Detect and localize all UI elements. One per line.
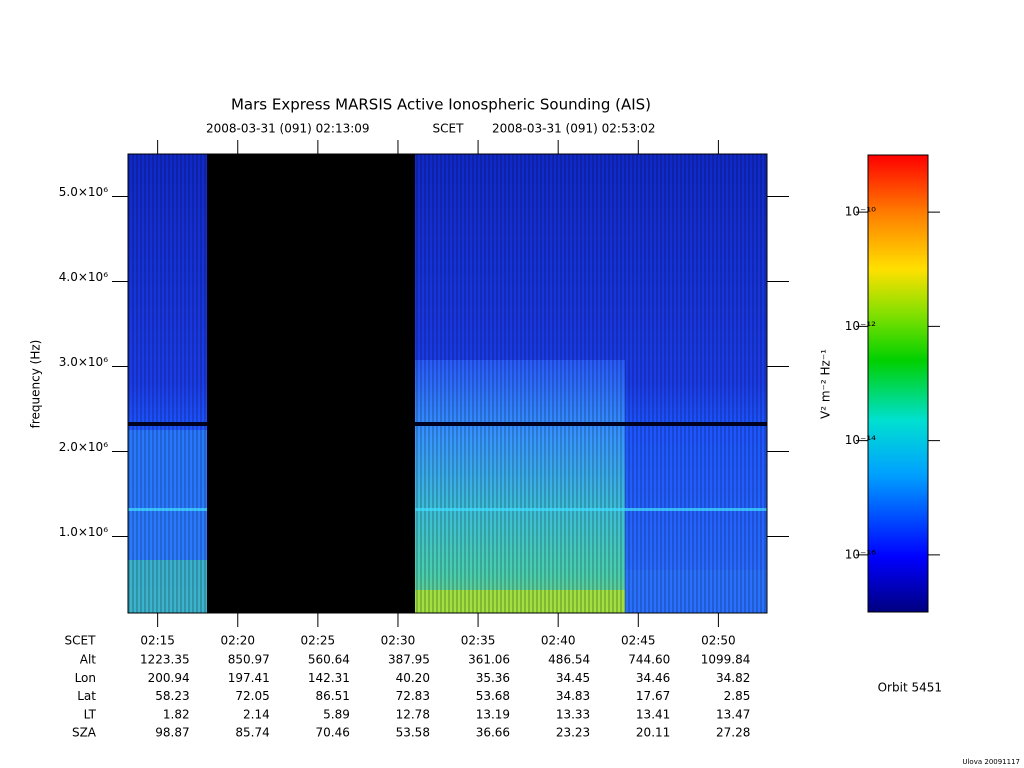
ephemeris-value: 72.05 bbox=[235, 689, 269, 703]
ephemeris-value: 1099.84 bbox=[701, 653, 751, 667]
ephemeris-value: 34.45 bbox=[556, 671, 590, 685]
y-tick-label: 2.0×10⁶ bbox=[59, 440, 108, 454]
ephemeris-value: 744.60 bbox=[628, 653, 670, 667]
ephemeris-value: 35.36 bbox=[476, 671, 510, 685]
ephemeris-row-label: Lon bbox=[75, 671, 96, 685]
ephemeris-value: 13.33 bbox=[556, 707, 590, 721]
ephemeris-value: 34.82 bbox=[716, 671, 750, 685]
x-tick-label: 02:15 bbox=[140, 634, 175, 648]
ephemeris-value: 2.85 bbox=[724, 689, 751, 703]
ephemeris-value: 86.51 bbox=[315, 689, 349, 703]
ephemeris-row-label: LT bbox=[84, 707, 97, 721]
ephemeris-value: 200.94 bbox=[148, 671, 190, 685]
ephemeris-value: 98.87 bbox=[155, 726, 189, 740]
x-tick-label: 02:50 bbox=[701, 634, 736, 648]
y-tick-label: 5.0×10⁶ bbox=[59, 185, 108, 199]
y-tick-label: 4.0×10⁶ bbox=[59, 270, 108, 284]
time-system: SCET bbox=[433, 122, 465, 136]
ephemeris-value: 34.46 bbox=[636, 671, 670, 685]
colorbar-tick-label: 10⁻¹⁴ bbox=[845, 433, 876, 447]
ephemeris-value: 13.19 bbox=[476, 707, 510, 721]
ephemeris-value: 13.41 bbox=[636, 707, 670, 721]
x-tick-label: 02:30 bbox=[381, 634, 416, 648]
ephemeris-value: 12.78 bbox=[396, 707, 430, 721]
ephemeris-value: 34.83 bbox=[556, 689, 590, 703]
ephemeris-value: 70.46 bbox=[315, 726, 349, 740]
ephemeris-value: 27.28 bbox=[716, 726, 750, 740]
colorbar bbox=[867, 154, 929, 613]
ephemeris-value: 1223.35 bbox=[140, 653, 190, 667]
ephemeris-value: 486.54 bbox=[548, 653, 590, 667]
ephemeris-value: 85.74 bbox=[235, 726, 269, 740]
ephemeris-value: 58.23 bbox=[155, 689, 189, 703]
ephemeris-value: 197.41 bbox=[228, 671, 270, 685]
ephemeris-value: 53.68 bbox=[476, 689, 510, 703]
ephemeris-value: 17.67 bbox=[636, 689, 670, 703]
ephemeris-time-label: SCET bbox=[65, 634, 97, 648]
ephemeris-value: 2.14 bbox=[243, 707, 270, 721]
x-tick-label: 02:45 bbox=[621, 634, 656, 648]
ephemeris-value: 53.58 bbox=[396, 726, 430, 740]
start-time: 2008-03-31 (091) 02:13:09 bbox=[206, 122, 370, 136]
ephemeris-value: 72.83 bbox=[396, 689, 430, 703]
ephemeris-value: 23.23 bbox=[556, 726, 590, 740]
ephemeris-value: 5.89 bbox=[323, 707, 350, 721]
spectrogram-image bbox=[128, 154, 767, 613]
ephemeris-value: 560.64 bbox=[308, 653, 350, 667]
ephemeris-row-label: Alt bbox=[80, 653, 97, 667]
footer: Ulova 20091117 bbox=[962, 758, 1020, 766]
colorbar-tick-label: 10⁻¹² bbox=[845, 319, 876, 333]
x-tick-label: 02:40 bbox=[541, 634, 576, 648]
ephemeris-value: 20.11 bbox=[636, 726, 670, 740]
y-axis-label: frequency (Hz) bbox=[29, 340, 43, 429]
ephemeris-value: 361.06 bbox=[468, 653, 510, 667]
colorbar-label: V² m⁻² Hz⁻¹ bbox=[819, 349, 833, 419]
colorbar-tick-label: 10⁻¹⁶ bbox=[845, 547, 876, 561]
ephemeris-value: 1.82 bbox=[163, 707, 190, 721]
ephemeris-value: 13.47 bbox=[716, 707, 750, 721]
end-time: 2008-03-31 (091) 02:53:02 bbox=[492, 122, 656, 136]
y-tick-label: 3.0×10⁶ bbox=[59, 355, 108, 369]
ephemeris-row-label: Lat bbox=[77, 689, 96, 703]
orbit-label: Orbit 5451 bbox=[878, 681, 942, 695]
ephemeris-value: 36.66 bbox=[476, 726, 510, 740]
colorbar-tick-label: 10⁻¹⁰ bbox=[845, 205, 876, 219]
ephemeris-value: 142.31 bbox=[308, 671, 350, 685]
y-tick-label: 1.0×10⁶ bbox=[59, 525, 108, 539]
chart-title: Mars Express MARSIS Active Ionospheric S… bbox=[231, 96, 651, 114]
x-tick-label: 02:35 bbox=[461, 634, 496, 648]
x-tick-label: 02:25 bbox=[301, 634, 336, 648]
ephemeris-value: 387.95 bbox=[388, 653, 430, 667]
plot-frame bbox=[127, 153, 768, 614]
ephemeris-value: 40.20 bbox=[396, 671, 430, 685]
ephemeris-row-label: SZA bbox=[72, 726, 97, 740]
ephemeris-value: 850.97 bbox=[228, 653, 270, 667]
x-tick-label: 02:20 bbox=[220, 634, 255, 648]
